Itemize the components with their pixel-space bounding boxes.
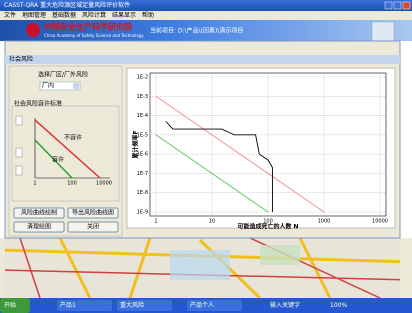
x-tick-label: 10 — [209, 219, 215, 225]
button-label: 关闭 — [87, 223, 99, 231]
maximize-button[interactable] — [394, 2, 401, 9]
plot-area — [150, 73, 386, 216]
minimize-button[interactable] — [385, 2, 392, 9]
area-select-value: 厂内 — [42, 82, 54, 90]
taskbar-label: 100% — [330, 302, 347, 309]
y-tick-label: 1E-2 — [137, 75, 148, 81]
criteria-tick: 1 — [33, 181, 36, 187]
y-tick-label: 1E-9 — [137, 210, 148, 216]
x-tick-label: 1 — [154, 219, 157, 225]
spin-button[interactable] — [16, 116, 22, 125]
x-tick-label: 10000 — [372, 219, 388, 225]
window-title: CASST-QRA 重大危险源区域定量风险评价软件 — [4, 1, 130, 9]
dropdown-arrow[interactable] — [73, 83, 79, 89]
y-tick-label: 1E-3 — [137, 94, 148, 100]
criteria-label: 不容许 — [64, 134, 82, 142]
building-image — [372, 22, 394, 41]
menu-item[interactable]: 基础数据 — [52, 11, 76, 19]
x-axis-label: 可能造成死亡的人数 N — [237, 223, 298, 231]
y-axis-label: 累计频率F — [132, 130, 140, 158]
criteria-label: 容许 — [52, 156, 64, 164]
y-tick-label: 1E-8 — [137, 190, 148, 196]
button-label: 风险曲线绘制 — [21, 209, 57, 217]
button-label: 清理绘图 — [27, 223, 51, 231]
menu-item[interactable]: 结果显示 — [112, 11, 136, 19]
org-name-en: China Academy of Safety Science and Tech… — [44, 33, 144, 38]
taskbar-label[interactable]: 开始 — [4, 301, 16, 309]
dialog-title-bar — [5, 55, 400, 64]
taskbar-label: 输入关键字 — [270, 301, 300, 309]
org-name: 中国安全生产科学研究院 — [44, 22, 132, 32]
close-button[interactable] — [403, 2, 410, 9]
menu-item[interactable]: 风险计算 — [82, 11, 106, 19]
x-tick-label: 1000 — [318, 219, 331, 225]
menu-item[interactable]: 文件 — [4, 11, 16, 19]
y-tick-label: 1E-7 — [137, 171, 148, 177]
criteria-tick: 100 — [67, 181, 77, 187]
taskbar-label: 重大风险 — [120, 301, 144, 309]
screen: CASST-QRA 重大危险源区域定量风险评价软件 文件地图管理基础数据风险计算… — [0, 0, 412, 313]
menu-item[interactable]: 帮助 — [142, 11, 154, 19]
criteria-group-label: 社会风险容许标准 — [14, 100, 62, 108]
area-group-label: 选择厂区/厂外风险 — [38, 71, 88, 79]
taskbar-label: 产品1 — [60, 301, 76, 309]
spin-button[interactable] — [16, 148, 22, 157]
button-label: 导出风险曲线图 — [72, 209, 114, 217]
taskbar-label: 产品个人 — [190, 301, 214, 309]
logo — [26, 23, 40, 37]
spin-button[interactable] — [16, 166, 22, 175]
y-tick-label: 1E-4 — [137, 113, 148, 119]
dialog-title: 社会风险 — [9, 55, 33, 63]
criteria-tick: 10000 — [96, 181, 112, 187]
menu-item[interactable]: 地图管理 — [22, 11, 46, 19]
project-path: 当前项目: D:\产品\(因素)\演示项目 — [150, 27, 243, 35]
